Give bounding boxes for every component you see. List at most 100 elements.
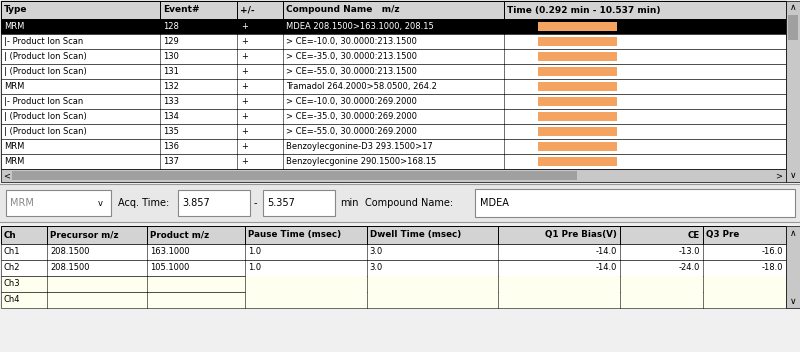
Bar [12, 171, 577, 180]
Text: 163.1000: 163.1000 [150, 247, 190, 257]
Text: -14.0: -14.0 [596, 264, 618, 272]
Text: 134: 134 [163, 112, 179, 121]
Text: -: - [254, 198, 257, 208]
Bar [1, 34, 786, 49]
Text: Compound Name   m/z: Compound Name m/z [286, 6, 400, 14]
Text: Time (0.292 min - 10.537 min): Time (0.292 min - 10.537 min) [507, 6, 660, 14]
Text: +: + [241, 37, 248, 46]
Bar [6, 190, 111, 216]
Text: Acq. Time:: Acq. Time: [118, 198, 170, 208]
Text: 130: 130 [163, 52, 179, 61]
Text: Ch4: Ch4 [4, 295, 21, 304]
Text: +: + [241, 82, 248, 91]
Text: > CE=-10.0, 30.0000:269.2000: > CE=-10.0, 30.0000:269.2000 [286, 97, 417, 106]
Bar [538, 82, 617, 91]
Bar [0, 184, 800, 222]
Text: Precursor m/z: Precursor m/z [50, 231, 119, 239]
Text: +: + [241, 127, 248, 136]
Text: CE: CE [688, 231, 700, 239]
Text: +: + [241, 112, 248, 121]
Bar [1, 124, 786, 139]
Text: 128: 128 [163, 22, 179, 31]
Bar [538, 157, 617, 166]
Bar [538, 97, 617, 106]
Text: 135: 135 [163, 127, 179, 136]
Text: -14.0: -14.0 [596, 247, 618, 257]
Bar [1, 154, 786, 169]
Bar [366, 292, 498, 308]
Text: -16.0: -16.0 [762, 247, 783, 257]
Text: MRM: MRM [4, 22, 24, 31]
Text: +: + [241, 97, 248, 106]
Text: 132: 132 [163, 82, 179, 91]
Text: 5.357: 5.357 [267, 198, 295, 208]
Text: | (Product Ion Scan): | (Product Ion Scan) [4, 52, 86, 61]
Bar [1, 64, 786, 79]
Text: ∨: ∨ [790, 170, 796, 180]
Bar [1, 109, 786, 124]
Bar [538, 112, 617, 121]
Bar [1, 276, 786, 292]
Bar [1, 94, 786, 109]
Text: Compound Name:: Compound Name: [365, 198, 453, 208]
Bar [1, 260, 786, 276]
Bar [498, 292, 620, 308]
Text: Tramadol 264.2000>58.0500, 264.2: Tramadol 264.2000>58.0500, 264.2 [286, 82, 437, 91]
Text: > CE=-10.0, 30.0000:213.1500: > CE=-10.0, 30.0000:213.1500 [286, 37, 417, 46]
Text: >: > [775, 171, 782, 180]
Text: -18.0: -18.0 [762, 264, 783, 272]
Bar [1, 139, 786, 154]
Text: Event#: Event# [163, 6, 199, 14]
Bar [1, 1, 786, 169]
Text: 1.0: 1.0 [248, 264, 261, 272]
Bar [538, 67, 617, 76]
Text: MRM: MRM [4, 142, 24, 151]
Text: 208.1500: 208.1500 [50, 264, 90, 272]
Text: 1.0: 1.0 [248, 247, 261, 257]
Text: MDEA: MDEA [480, 198, 509, 208]
Bar [788, 15, 798, 40]
Text: ∧: ∧ [790, 228, 796, 238]
Bar [1, 19, 786, 34]
Bar [538, 127, 617, 136]
Bar [1, 49, 786, 64]
Text: 3.0: 3.0 [370, 247, 383, 257]
Text: Benzoylecgonine-D3 293.1500>17: Benzoylecgonine-D3 293.1500>17 [286, 142, 433, 151]
Text: Dwell Time (msec): Dwell Time (msec) [370, 231, 461, 239]
Text: MRM: MRM [4, 157, 24, 166]
Text: min: min [340, 198, 358, 208]
Bar [1, 169, 786, 182]
Bar [1, 292, 786, 308]
Bar [475, 189, 795, 217]
Text: 208.1500: 208.1500 [50, 247, 90, 257]
Text: > CE=-35.0, 30.0000:269.2000: > CE=-35.0, 30.0000:269.2000 [286, 112, 417, 121]
Text: +: + [241, 142, 248, 151]
Bar [1, 1, 786, 19]
Text: +: + [241, 22, 248, 31]
Bar [703, 276, 786, 292]
Bar [245, 292, 366, 308]
Text: > CE=-35.0, 30.0000:213.1500: > CE=-35.0, 30.0000:213.1500 [286, 52, 417, 61]
Text: | (Product Ion Scan): | (Product Ion Scan) [4, 127, 86, 136]
Bar [786, 1, 800, 182]
Bar [538, 52, 617, 61]
Bar [366, 276, 498, 292]
Bar [703, 292, 786, 308]
Text: +: + [241, 157, 248, 166]
Bar [498, 276, 620, 292]
Text: |- Product Ion Scan: |- Product Ion Scan [4, 97, 83, 106]
Bar [1, 226, 786, 244]
Text: Ch3: Ch3 [4, 279, 21, 289]
Text: <: < [3, 171, 10, 180]
Text: 105.1000: 105.1000 [150, 264, 190, 272]
Bar [1, 244, 786, 260]
Text: > CE=-55.0, 30.0000:213.1500: > CE=-55.0, 30.0000:213.1500 [286, 67, 417, 76]
Text: 137: 137 [163, 157, 179, 166]
Text: -24.0: -24.0 [678, 264, 700, 272]
Text: 133: 133 [163, 97, 179, 106]
Bar [1, 79, 786, 94]
Text: | (Product Ion Scan): | (Product Ion Scan) [4, 112, 86, 121]
Bar [620, 276, 703, 292]
Text: MRM: MRM [10, 198, 34, 208]
Bar [786, 226, 800, 308]
